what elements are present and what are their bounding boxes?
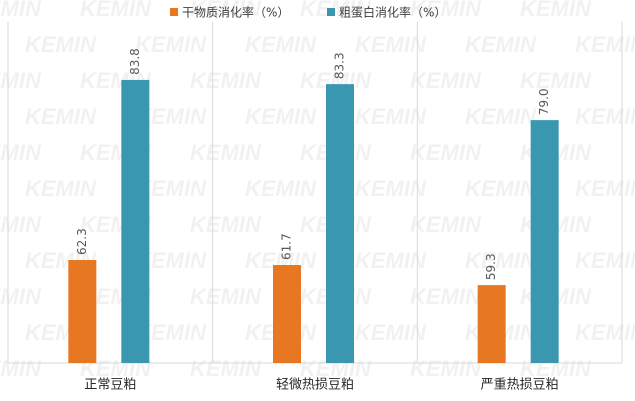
x-tick-label: 轻微热损豆粕 bbox=[276, 378, 354, 393]
data-label: 62.3 bbox=[75, 228, 89, 255]
watermark: KEMIN bbox=[0, 356, 42, 381]
legend-swatch bbox=[327, 8, 335, 16]
watermark: KEMIN bbox=[410, 356, 482, 381]
legend-label: 粗蛋白消化率（%） bbox=[339, 5, 446, 20]
data-label: 79.0 bbox=[537, 88, 551, 115]
watermark: KEMIN bbox=[245, 104, 317, 129]
watermark: KEMIN bbox=[190, 284, 262, 309]
watermark: KEMIN bbox=[355, 32, 427, 57]
watermark: KEMIN bbox=[410, 68, 482, 93]
watermark: KEMIN bbox=[0, 284, 42, 309]
watermark: KEMIN bbox=[190, 140, 262, 165]
watermark: KEMIN bbox=[355, 320, 427, 345]
watermark: KEMIN bbox=[465, 32, 537, 57]
watermark: KEMIN bbox=[465, 248, 537, 273]
watermark: KEMIN bbox=[0, 68, 42, 93]
watermark: KEMIN bbox=[410, 212, 482, 237]
watermark: KEMIN bbox=[520, 68, 592, 93]
watermark: KEMIN bbox=[0, 0, 42, 21]
watermark: KEMIN bbox=[575, 320, 635, 345]
bar bbox=[477, 285, 506, 363]
x-tick-label: 严重热损豆粕 bbox=[481, 377, 559, 393]
watermark: KEMIN bbox=[465, 104, 537, 129]
watermark: KEMIN bbox=[355, 176, 427, 201]
x-tick-label: 正常豆粕 bbox=[84, 378, 136, 393]
watermark: KEMIN bbox=[190, 0, 262, 21]
data-label: 59.3 bbox=[484, 253, 498, 280]
watermark: KEMIN bbox=[410, 0, 482, 21]
watermark: KEMIN bbox=[135, 32, 207, 57]
legend-swatch bbox=[170, 8, 178, 16]
watermark: KEMIN bbox=[190, 68, 262, 93]
watermark: KEMIN bbox=[245, 176, 317, 201]
watermark: KEMIN bbox=[300, 0, 372, 21]
watermark: KEMIN bbox=[575, 176, 635, 201]
bar bbox=[68, 259, 97, 363]
watermark: KEMIN bbox=[25, 176, 97, 201]
bar bbox=[121, 79, 150, 364]
watermark: KEMIN bbox=[575, 32, 635, 57]
watermark: KEMIN bbox=[355, 248, 427, 273]
data-label: 61.7 bbox=[280, 233, 294, 260]
watermark: KEMIN bbox=[410, 140, 482, 165]
data-label: 83.8 bbox=[128, 48, 142, 75]
watermark: KEMIN bbox=[410, 284, 482, 309]
watermark: KEMIN bbox=[0, 140, 42, 165]
bar bbox=[273, 265, 301, 363]
watermark: KEMIN bbox=[25, 32, 97, 57]
watermark: KEMIN bbox=[245, 32, 317, 57]
watermark: KEMIN bbox=[25, 104, 97, 129]
legend-label: 干物质消化率（%） bbox=[182, 5, 289, 20]
watermark: KEMIN bbox=[80, 0, 152, 21]
watermark: KEMIN bbox=[575, 104, 635, 129]
data-label: 83.3 bbox=[333, 52, 347, 79]
bar bbox=[326, 84, 354, 364]
watermark: KEMIN bbox=[0, 212, 42, 237]
watermark: KEMIN bbox=[575, 248, 635, 273]
watermark: KEMIN bbox=[190, 356, 262, 381]
watermark: KEMIN bbox=[465, 176, 537, 201]
bar bbox=[530, 120, 559, 363]
watermark: KEMIN bbox=[355, 104, 427, 129]
watermark: KEMIN bbox=[520, 0, 592, 21]
watermark: KEMIN bbox=[190, 212, 262, 237]
